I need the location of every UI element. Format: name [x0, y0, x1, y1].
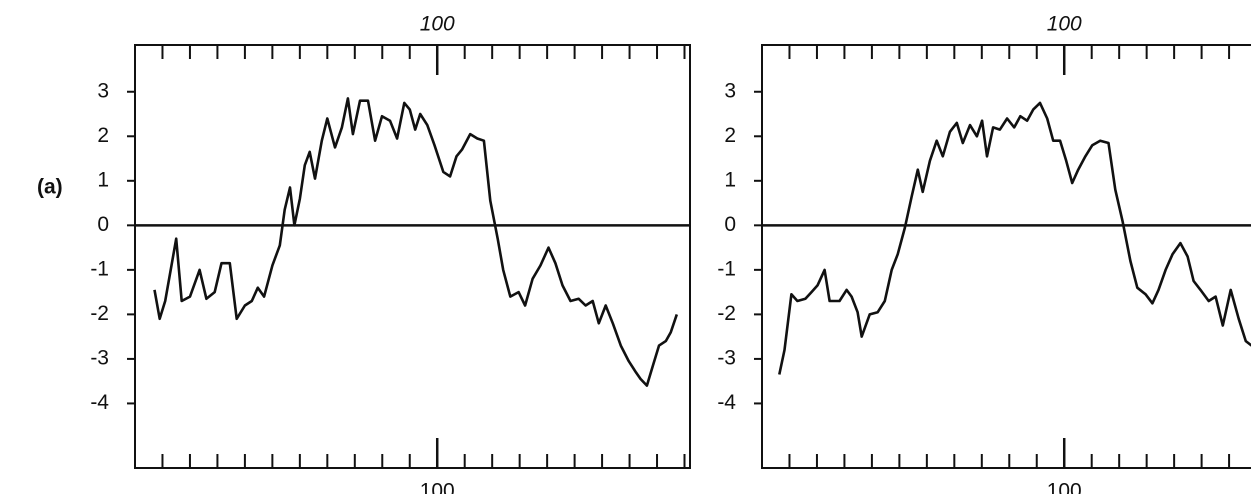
- y-tick-label: -4: [90, 391, 109, 414]
- y-tick-label: 1: [97, 168, 109, 191]
- x-tick-label: 100: [1047, 480, 1082, 494]
- y-tick-label: -3: [90, 346, 109, 369]
- y-tick-label: 2: [97, 124, 109, 147]
- top-x-tick-label: 100: [420, 13, 455, 36]
- data-line: [153, 97, 679, 387]
- top-x-tick-label: 100: [1047, 13, 1082, 36]
- y-tick-label: -2: [90, 302, 109, 325]
- y-tick-label: -3: [717, 346, 736, 369]
- y-tick-label: -2: [717, 302, 736, 325]
- y-tick-label: 2: [724, 124, 736, 147]
- plot-frame: [761, 44, 1251, 469]
- data-line: [778, 101, 1251, 375]
- y-tick-label: 3: [97, 79, 109, 102]
- y-tick-label: 0: [724, 213, 736, 236]
- y-tick-label: 1: [724, 168, 736, 191]
- y-tick-label: 3: [724, 79, 736, 102]
- y-tick-label: -1: [717, 257, 736, 280]
- y-tick-label: -1: [90, 257, 109, 280]
- y-tick-label: -4: [717, 391, 736, 414]
- x-tick-label: 100: [420, 480, 455, 494]
- y-tick-label: 0: [97, 213, 109, 236]
- panel-label: (a): [37, 176, 63, 199]
- plot-frame: [134, 44, 691, 469]
